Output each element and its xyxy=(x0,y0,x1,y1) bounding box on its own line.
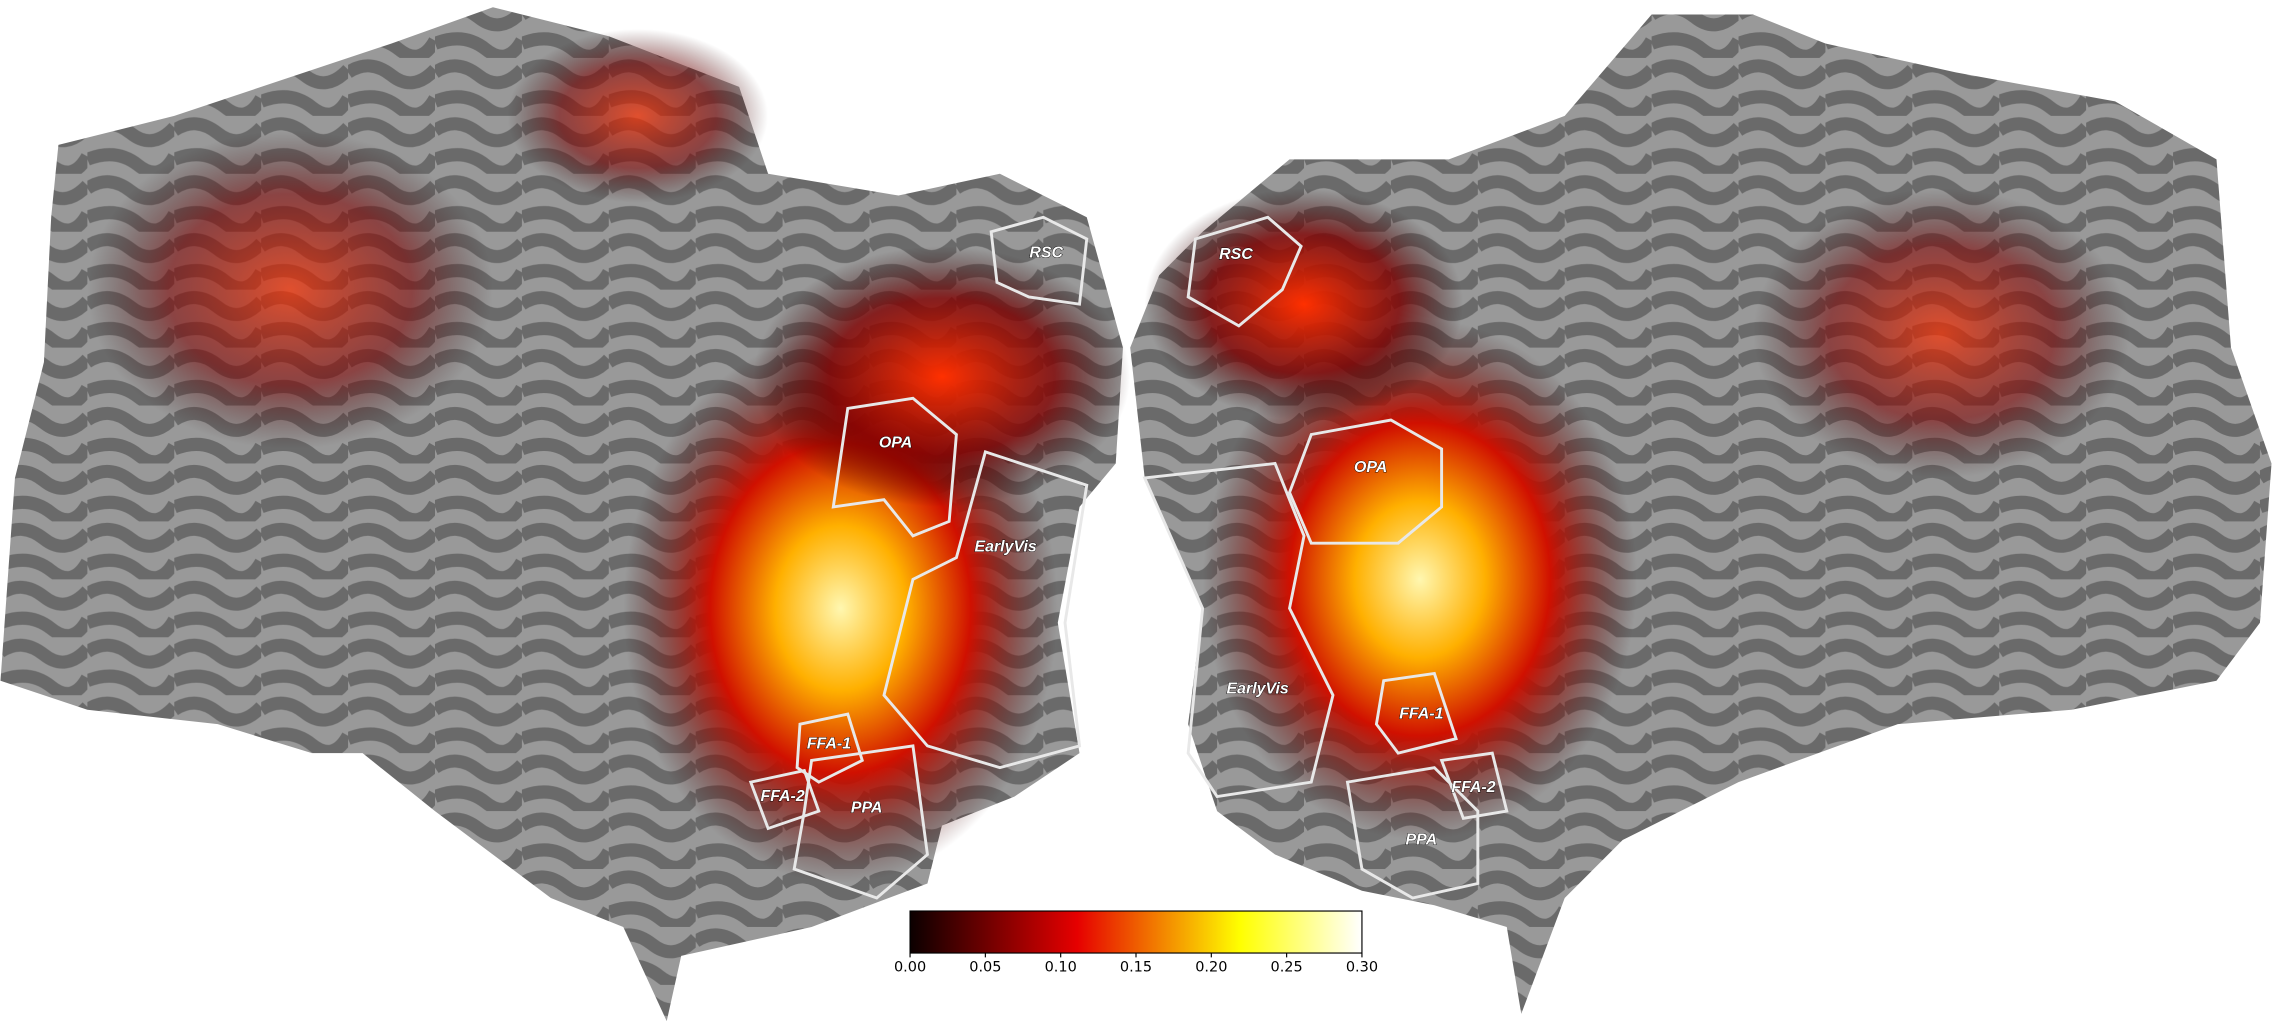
roi-outline xyxy=(989,215,1089,306)
roi-outline xyxy=(1287,418,1444,545)
activation xyxy=(1202,318,1638,841)
roi-outline xyxy=(792,744,929,900)
roi-label: OPA xyxy=(879,434,912,451)
roi-label: FFA-1 xyxy=(1399,705,1443,722)
colorbar-tick-label: 0.30 xyxy=(1346,960,1378,976)
roi-label: RSC xyxy=(1219,246,1253,263)
roi-label: OPA xyxy=(1354,459,1387,476)
roi-outline xyxy=(882,450,1089,770)
roi-label: FFA-2 xyxy=(760,788,804,805)
colorbar-tick-label: 0.00 xyxy=(894,960,926,976)
roi-label: FFA-1 xyxy=(807,736,851,753)
roi-outline xyxy=(831,396,958,538)
roi-outline xyxy=(1345,766,1480,900)
roi-label: PPA xyxy=(1406,831,1438,848)
roi-outline xyxy=(1374,671,1458,755)
colorbar-tick-label: 0.10 xyxy=(1045,960,1077,976)
roi-outline xyxy=(1142,461,1335,799)
roi-label: RSC xyxy=(1029,245,1063,262)
roi-outline xyxy=(1439,751,1509,820)
colorbar-tick-label: 0.15 xyxy=(1120,960,1152,976)
right-hemisphere: RSC OPA EarlyVis FFA-1 FFA-2 PPA xyxy=(1130,14,2272,1014)
activation xyxy=(1144,188,1464,421)
colorbar-tick-label: 0.20 xyxy=(1195,960,1227,976)
left-hemisphere: RSC OPA EarlyVis FFA-1 FFA-2 PPA xyxy=(0,7,1131,1022)
colorbar-tick-label: 0.05 xyxy=(969,960,1001,976)
activation xyxy=(87,130,493,449)
roi-label: FFA-2 xyxy=(1451,779,1495,796)
roi-outline xyxy=(795,712,865,784)
roi-outline xyxy=(1186,215,1303,328)
colorbar-gradient xyxy=(909,910,1363,954)
roi-label: PPA xyxy=(851,799,883,816)
roi-label: EarlyVis xyxy=(975,539,1037,556)
colorbar: 0.00 0.05 0.10 0.15 0.20 0.25 0.30 xyxy=(894,910,1378,976)
activation xyxy=(507,28,769,203)
colorbar-tick-label: 0.25 xyxy=(1271,960,1303,976)
activation xyxy=(1753,188,2130,478)
roi-label: EarlyVis xyxy=(1227,681,1289,698)
activation xyxy=(753,246,1131,507)
roi-outline xyxy=(748,768,821,831)
